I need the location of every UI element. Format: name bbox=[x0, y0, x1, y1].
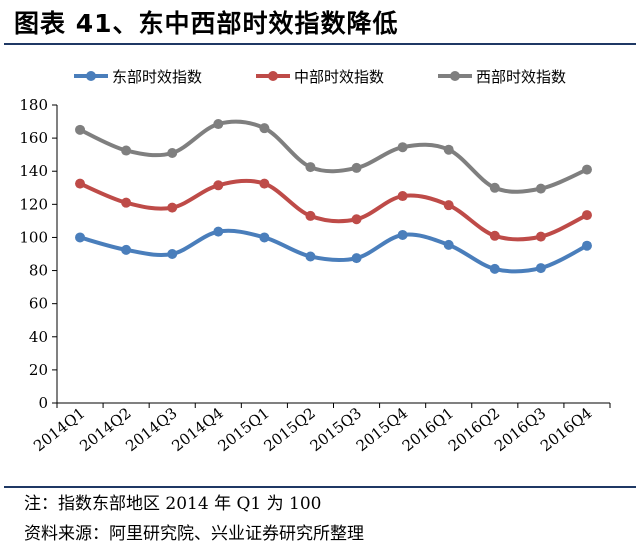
series-layer bbox=[75, 119, 592, 274]
line-chart: 东部时效指数 中部时效指数 西部时效指数 0 20 40 60 80 100 120 140 160… bbox=[19, 68, 611, 455]
data-point bbox=[581, 210, 592, 221]
data-point bbox=[167, 148, 178, 159]
series-2 bbox=[75, 178, 592, 242]
data-point bbox=[351, 253, 362, 264]
axes: 0204060801001201401601802014Q12014Q22014… bbox=[19, 96, 611, 455]
x-tick-label: 2014Q3 bbox=[122, 404, 180, 455]
legend-item: 中部时效指数 bbox=[256, 68, 384, 86]
legend-label: 东部时效指数 bbox=[112, 68, 202, 86]
series-3 bbox=[75, 119, 592, 194]
series-line bbox=[78, 228, 589, 274]
data-point bbox=[351, 214, 362, 225]
data-point bbox=[213, 226, 224, 237]
data-point bbox=[121, 145, 132, 156]
data-point bbox=[535, 263, 546, 274]
data-point bbox=[213, 180, 224, 191]
data-point bbox=[351, 162, 362, 173]
data-point bbox=[489, 182, 500, 193]
data-point bbox=[121, 197, 132, 208]
data-point bbox=[581, 240, 592, 251]
data-point bbox=[581, 164, 592, 175]
y-tick-label: 140 bbox=[19, 162, 48, 180]
legend-label: 西部时效指数 bbox=[476, 68, 566, 86]
data-point bbox=[489, 230, 500, 241]
y-tick-label: 0 bbox=[38, 394, 48, 412]
data-point bbox=[305, 251, 316, 262]
data-point bbox=[213, 119, 224, 130]
x-tick-label: 2014Q4 bbox=[168, 404, 226, 455]
y-tick-label: 160 bbox=[19, 129, 48, 147]
legend-label: 中部时效指数 bbox=[294, 68, 384, 86]
data-point bbox=[259, 123, 270, 134]
data-point bbox=[75, 124, 86, 135]
y-tick-label: 180 bbox=[19, 96, 48, 114]
data-point bbox=[259, 178, 270, 189]
data-point bbox=[535, 231, 546, 242]
data-point bbox=[443, 200, 454, 211]
y-tick-label: 40 bbox=[29, 328, 48, 346]
data-point bbox=[305, 210, 316, 221]
x-tick-label: 2015Q1 bbox=[214, 404, 272, 455]
figure-title: 图表 41、东中西部时效指数降低 bbox=[14, 9, 399, 38]
data-point bbox=[305, 162, 316, 173]
legend-item: 东部时效指数 bbox=[74, 68, 202, 86]
series-1 bbox=[75, 226, 592, 274]
y-tick-label: 120 bbox=[19, 195, 48, 213]
legend-item: 西部时效指数 bbox=[438, 68, 566, 86]
data-point bbox=[75, 178, 86, 189]
y-tick-label: 20 bbox=[29, 361, 48, 379]
x-tick-label: 2015Q2 bbox=[261, 404, 319, 455]
x-tick-label: 2016Q2 bbox=[445, 404, 503, 455]
data-point bbox=[397, 142, 408, 153]
x-tick-label: 2016Q1 bbox=[399, 404, 457, 455]
x-tick-label: 2014Q2 bbox=[76, 404, 134, 455]
data-point bbox=[75, 232, 86, 243]
x-tick-label: 2015Q4 bbox=[353, 404, 411, 455]
legend-swatch-marker bbox=[268, 71, 278, 81]
data-point bbox=[259, 232, 270, 243]
legend-swatch-marker bbox=[450, 71, 460, 81]
y-tick-label: 100 bbox=[19, 228, 48, 246]
legend-swatch-marker bbox=[86, 71, 96, 81]
legend: 东部时效指数 中部时效指数 西部时效指数 bbox=[74, 68, 566, 86]
title-divider bbox=[4, 43, 636, 45]
y-tick-label: 80 bbox=[29, 262, 48, 280]
data-point bbox=[167, 249, 178, 259]
y-tick-label: 60 bbox=[29, 295, 48, 313]
chart-source: 资料来源：阿里研究院、兴业证券研究所整理 bbox=[24, 524, 364, 544]
series-line bbox=[78, 119, 589, 194]
data-point bbox=[167, 202, 178, 213]
data-point bbox=[121, 244, 132, 255]
data-point bbox=[397, 191, 408, 202]
x-tick-label: 2016Q4 bbox=[537, 404, 595, 455]
data-point bbox=[535, 183, 546, 194]
source-divider bbox=[4, 486, 636, 488]
data-point bbox=[397, 229, 408, 240]
data-point bbox=[489, 263, 500, 274]
data-point bbox=[443, 144, 454, 155]
chart-note: 注：指数东部地区 2014 年 Q1 为 100 bbox=[24, 494, 322, 514]
data-point bbox=[443, 239, 454, 250]
x-tick-label: 2015Q3 bbox=[307, 404, 365, 455]
x-tick-label: 2016Q3 bbox=[491, 404, 549, 455]
